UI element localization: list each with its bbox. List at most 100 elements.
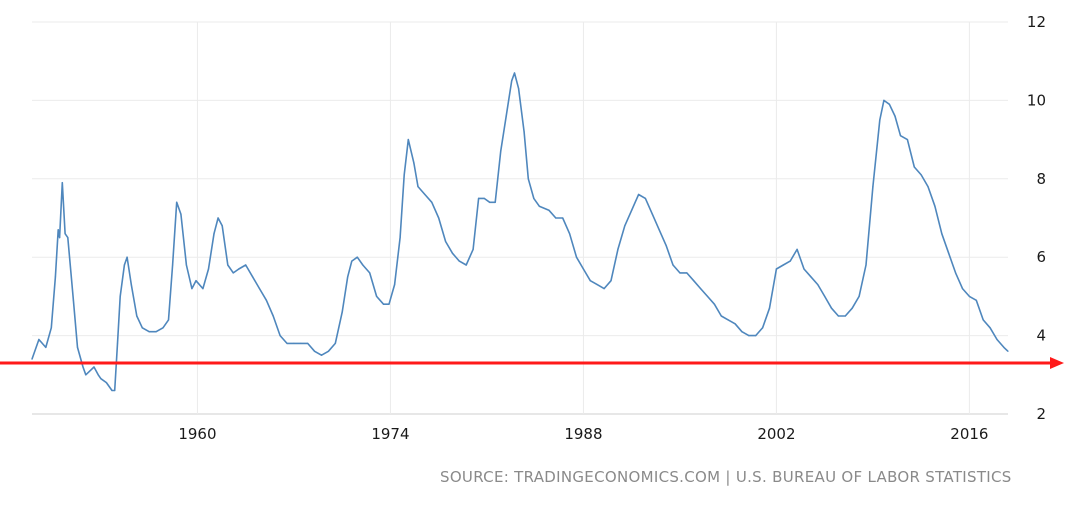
data-point xyxy=(927,186,929,188)
data-point xyxy=(141,327,143,329)
data-point xyxy=(768,307,771,309)
data-point xyxy=(844,315,846,317)
data-point xyxy=(982,319,984,321)
data-point xyxy=(934,205,936,207)
data-point xyxy=(93,366,95,368)
data-point xyxy=(948,252,950,254)
data-point xyxy=(38,338,40,341)
data-point xyxy=(258,288,261,290)
series-line xyxy=(31,72,1009,392)
data-point xyxy=(399,237,401,239)
data-point xyxy=(894,115,896,117)
data-point xyxy=(221,225,223,227)
data-point xyxy=(589,280,591,282)
data-point xyxy=(238,268,240,270)
data-point xyxy=(803,268,805,270)
data-point xyxy=(906,139,909,141)
data-point xyxy=(631,209,633,211)
data-point xyxy=(327,350,329,352)
data-point xyxy=(195,280,197,282)
data-point xyxy=(941,233,943,235)
data-point xyxy=(741,331,743,333)
data-point xyxy=(533,197,535,199)
data-point xyxy=(700,288,702,290)
data-point xyxy=(307,342,309,344)
data-point xyxy=(50,327,52,329)
data-point xyxy=(155,331,157,333)
data-point xyxy=(89,370,91,372)
data-point xyxy=(130,284,132,286)
red-arrow-head-icon xyxy=(1050,357,1064,370)
data-point xyxy=(858,295,860,297)
data-point xyxy=(388,303,390,305)
data-point xyxy=(72,299,74,301)
data-point xyxy=(968,295,971,297)
data-point xyxy=(824,295,826,297)
data-point xyxy=(638,193,640,196)
data-point xyxy=(693,280,695,282)
y-tick-label: 10 xyxy=(1027,91,1046,109)
data-point xyxy=(438,217,440,219)
data-point xyxy=(796,248,798,250)
x-tick-label: 2002 xyxy=(757,425,795,443)
annotation-layer xyxy=(0,357,1064,370)
data-point xyxy=(351,260,353,262)
data-point xyxy=(465,264,467,266)
x-tick-label: 1988 xyxy=(564,425,602,443)
data-point xyxy=(706,295,709,297)
data-point xyxy=(300,342,302,344)
data-point xyxy=(286,342,288,344)
data-point xyxy=(748,335,750,337)
y-axis: 2 4 6 8 10 12 xyxy=(1027,13,1046,423)
data-point xyxy=(883,99,885,101)
data-point xyxy=(810,276,812,278)
data-point xyxy=(458,260,460,262)
data-point xyxy=(920,174,922,176)
data-point xyxy=(713,303,716,305)
data-point xyxy=(227,264,229,266)
data-point xyxy=(123,264,125,266)
data-point xyxy=(341,311,343,313)
data-point xyxy=(232,272,234,274)
data-point xyxy=(279,335,281,337)
y-tick-label: 12 xyxy=(1027,13,1046,31)
data-point xyxy=(320,354,323,356)
data-point xyxy=(162,327,164,329)
series-layer xyxy=(31,72,1009,392)
data-point xyxy=(167,319,170,321)
data-point xyxy=(445,240,447,243)
data-point xyxy=(789,260,791,262)
data-point xyxy=(727,319,729,321)
data-point xyxy=(413,162,415,164)
data-point xyxy=(617,248,619,250)
data-point xyxy=(97,374,99,376)
data-point xyxy=(734,323,736,325)
data-point xyxy=(191,288,193,290)
x-tick-label: 1974 xyxy=(371,425,409,443)
x-tick-label: 2016 xyxy=(950,425,988,443)
data-point xyxy=(245,264,247,266)
data-point xyxy=(369,272,371,274)
data-point xyxy=(837,315,840,317)
data-point xyxy=(879,119,881,121)
data-point xyxy=(562,217,564,219)
data-point xyxy=(651,213,653,215)
x-axis: 1960 1974 1988 2002 2016 xyxy=(178,425,988,443)
data-point xyxy=(644,197,647,199)
data-point xyxy=(489,201,491,203)
data-point xyxy=(111,389,113,392)
y-tick-label: 2 xyxy=(1036,405,1046,423)
data-point xyxy=(913,166,915,168)
data-point xyxy=(720,315,722,317)
data-point xyxy=(67,237,69,239)
data-point xyxy=(494,201,496,203)
data-point xyxy=(314,350,316,352)
data-point xyxy=(217,217,219,219)
data-point xyxy=(596,284,598,286)
data-point xyxy=(119,295,121,297)
data-point xyxy=(762,327,764,329)
data-point xyxy=(61,182,63,184)
y-tick-label: 8 xyxy=(1036,170,1046,188)
data-point xyxy=(872,186,874,188)
data-point xyxy=(851,307,853,309)
